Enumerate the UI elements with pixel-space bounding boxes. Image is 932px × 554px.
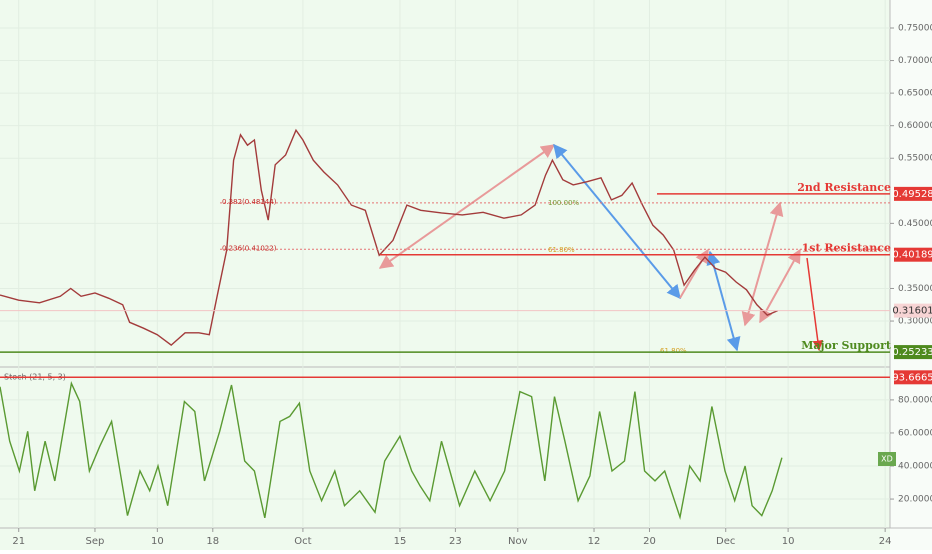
price-tag: [894, 247, 932, 262]
y-tick-label: 40.0000: [898, 462, 932, 472]
drawings: [378, 143, 823, 352]
price-tag: [894, 303, 932, 318]
level-label: 2nd Resistance: [797, 181, 891, 194]
annotation: 100.00%: [548, 199, 579, 207]
arrow: [759, 248, 801, 324]
annotation: 61.80%: [548, 246, 575, 254]
fib-label: 0.382(0.48144): [222, 198, 277, 206]
price-tag-label: 0.31601: [892, 306, 932, 317]
x-tick-label: 23: [449, 536, 462, 547]
price-tag-label: 93.6665: [892, 372, 932, 383]
x-tick-label: 15: [394, 536, 407, 547]
x-tick-label: Oct: [294, 536, 311, 547]
y-tick-label: 0.35000: [898, 284, 932, 294]
y-tick-label: 60.0000: [898, 428, 932, 438]
x-tick-label: 21: [12, 536, 25, 547]
x-tick-label: Dec: [716, 536, 735, 547]
badge: [878, 452, 896, 466]
y-tick-label: 80.0000: [898, 395, 932, 405]
y-tick-label: 0.55000: [898, 154, 932, 164]
annotation: 61.80%: [660, 347, 687, 355]
y-tick-label: 0.30000: [898, 317, 932, 327]
arrow: [679, 248, 709, 299]
x-tick-label: 10: [151, 536, 164, 547]
badge-label: XD: [881, 455, 893, 464]
y-tick-label: 20.0000: [898, 495, 932, 505]
y-tick-label: 0.45000: [898, 219, 932, 229]
price-tag-label: 0.40189: [892, 250, 932, 261]
x-tick-label: 18: [206, 536, 219, 547]
y-tick-label: 0.60000: [898, 121, 932, 131]
arrow: [553, 143, 681, 300]
x-tick-label: 24: [879, 536, 892, 547]
plot-background: [0, 0, 890, 550]
x-tick-label: 12: [588, 536, 601, 547]
y-tick-label: 0.65000: [898, 89, 932, 99]
price-tag-label: 0.49528: [892, 189, 932, 200]
fib-label: 0.236(0.41022): [222, 244, 277, 252]
price-tag: [894, 345, 932, 360]
x-tick-label: Sep: [86, 536, 105, 547]
x-tick-label: 10: [782, 536, 795, 547]
series-line: [0, 128, 778, 347]
x-tick-label: Nov: [508, 536, 528, 547]
y-tick-label: 0.70000: [898, 56, 932, 66]
price-tag: [894, 186, 932, 201]
price-tag: [894, 370, 932, 385]
arrow: [806, 257, 823, 352]
price-tag-label: 0.25233: [892, 347, 932, 358]
arrow: [378, 144, 556, 269]
level-label: 1st Resistance: [802, 242, 891, 255]
axis-background: [890, 0, 932, 550]
x-tick-label: 20: [643, 536, 656, 547]
series-line: [0, 381, 783, 520]
level-label: Major Support: [801, 339, 892, 352]
y-tick-label: 0.75000: [898, 24, 932, 34]
